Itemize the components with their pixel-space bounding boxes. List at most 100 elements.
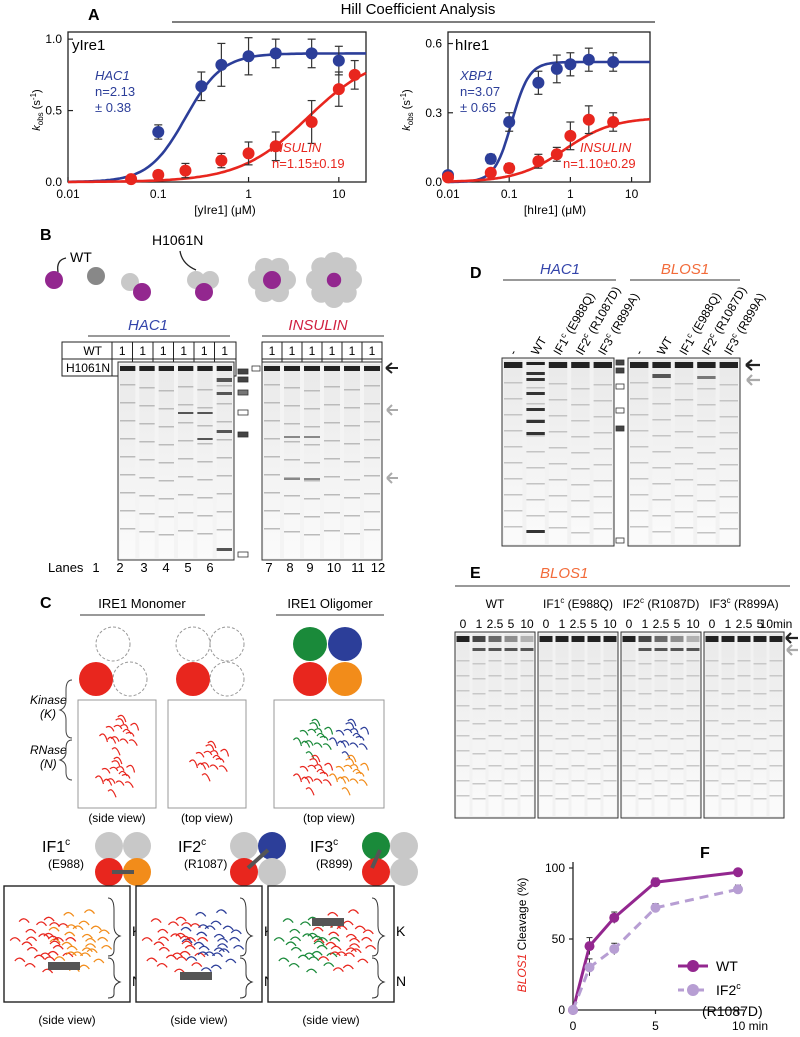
ribbon-b (180, 926, 192, 932)
gel-band-faint (520, 690, 534, 692)
gel-band-faint (139, 387, 155, 389)
gel-band-faint (753, 723, 767, 725)
ribbon-b (233, 944, 245, 950)
gel-lane (504, 634, 518, 816)
fragment-marker (237, 431, 249, 438)
x-tick-label: 1 (245, 187, 252, 201)
ribbon-orange (355, 771, 365, 777)
arrow-cleavage-product (386, 404, 398, 416)
ribbon-a (25, 928, 37, 934)
lane-number: 9 (306, 560, 313, 575)
time-label: 1 (559, 617, 566, 631)
ribbon-red (313, 778, 323, 784)
gel-band-faint (139, 423, 155, 425)
ribbon-a (33, 954, 45, 960)
ribbon-a (175, 916, 187, 922)
table-cell: 1 (180, 344, 187, 358)
ribbon-rnase (203, 750, 213, 756)
gel-band-faint (697, 436, 716, 438)
gel-band-faint (686, 750, 700, 752)
data-point-hac1 (305, 47, 318, 60)
gel-lane (670, 634, 684, 816)
view-caption: (top view) (303, 811, 355, 825)
gel-band-faint (719, 448, 738, 450)
oligomer-protomer-red (293, 662, 327, 696)
gel-band-faint (488, 660, 502, 662)
fragment-marker (615, 425, 625, 432)
panel-letter-c: C (40, 595, 52, 612)
gel-band-faint (284, 387, 300, 389)
arrow-full-length (385, 362, 398, 374)
gel-band-faint (571, 735, 585, 737)
gel-band-faint (539, 780, 553, 782)
gel-band-faint (456, 720, 470, 722)
gel-band-faint (674, 399, 694, 401)
gel-band-faint (719, 384, 738, 386)
ribbon-red (319, 771, 329, 777)
gel-band-faint (456, 660, 470, 662)
gel-band-faint (686, 720, 700, 722)
data-point-insulin (332, 83, 345, 96)
rnase-brace (58, 739, 73, 781)
protomer-gray (258, 858, 286, 886)
ribbon-a (311, 950, 323, 956)
gel-band-faint (697, 468, 716, 470)
gel-band-faint (555, 753, 569, 755)
gel-band-faint (526, 499, 545, 501)
gel-band-faint (158, 390, 174, 392)
gel-band-full-length (654, 636, 668, 642)
ribbon-blue (349, 728, 359, 733)
ribbon-a (42, 968, 54, 974)
protomer-orange (123, 858, 151, 886)
ribbon-b (229, 936, 241, 942)
data-point-0 (650, 877, 661, 888)
structure-box (77, 699, 157, 809)
time-label: 0 (460, 617, 467, 631)
table-cell: 1 (160, 344, 167, 358)
ribbon-b (349, 943, 361, 949)
ribbon-b (325, 941, 337, 947)
gel-lane (364, 364, 380, 558)
data-point-xbp1 (532, 76, 545, 89)
gel-band-faint (555, 693, 569, 695)
ribbon-green (299, 729, 309, 736)
gel-band-faint (638, 753, 652, 755)
label-h1061n: H1061N (152, 232, 203, 248)
arrow-cleavage-product (386, 472, 398, 484)
gel-band-faint (472, 798, 486, 800)
gel-band-full-length (737, 636, 751, 642)
gel-band-faint (719, 464, 738, 466)
ribbon-b (328, 931, 340, 937)
wt-monomer (45, 271, 63, 289)
gel-band-faint (638, 678, 652, 680)
time-label: 0 (709, 617, 716, 631)
gel-band-faint (622, 765, 636, 767)
ribbon-b (350, 948, 362, 954)
interface-structure-box (3, 885, 131, 1003)
time-label: 2.5 (653, 617, 670, 631)
gel-band-faint (548, 495, 568, 497)
gel-band-faint (178, 422, 194, 424)
arrow-cleavage-product (746, 374, 760, 386)
gel-band-faint (472, 693, 486, 695)
ribbon-orange (360, 762, 370, 771)
gel-band-faint (504, 430, 523, 432)
arrow-cleavage-product (786, 644, 798, 656)
gel-band-full-length (603, 636, 617, 642)
ribbon-kinase (119, 724, 129, 729)
ribbon-a (167, 921, 180, 927)
gel-band-faint (520, 675, 534, 677)
oligomer-protomer-green (293, 627, 327, 661)
chart-hire1-annot-blue-2: n=3.07 (460, 84, 500, 99)
gel-band-faint (737, 750, 751, 752)
gel-lane (686, 634, 700, 816)
gel-band-faint (488, 750, 502, 752)
ribbon-a (14, 957, 26, 963)
data-point-0 (584, 941, 595, 952)
gel-band-faint (652, 387, 671, 389)
brace-n (107, 957, 122, 999)
gel-band-faint (686, 660, 700, 662)
gel-band-full-length (721, 636, 735, 642)
gel-band-faint (197, 461, 213, 463)
gel-band-faint (539, 705, 553, 707)
